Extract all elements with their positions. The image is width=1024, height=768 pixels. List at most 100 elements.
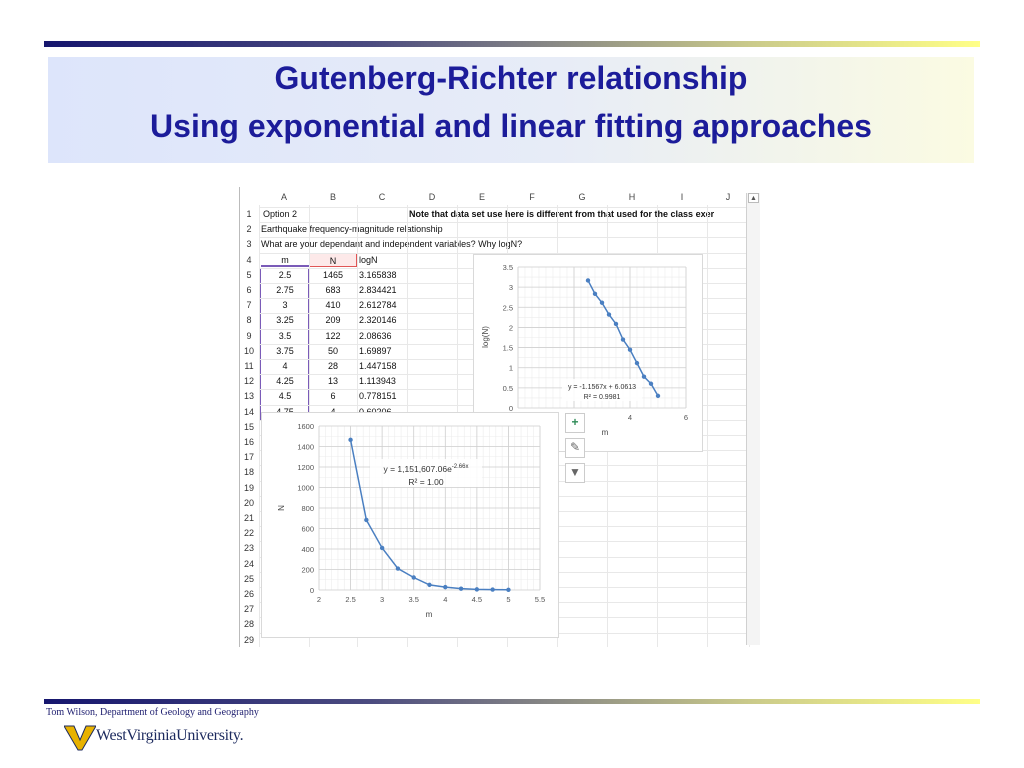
- table-cell[interactable]: 1.447158: [359, 361, 397, 371]
- trendline-equation: y = 1,151,607.06e-2.66x: [384, 464, 469, 474]
- row-header[interactable]: 26: [243, 589, 254, 599]
- data-point: [641, 374, 647, 379]
- column-header-c[interactable]: C: [378, 192, 386, 202]
- column-header-e[interactable]: E: [478, 192, 485, 202]
- row-header[interactable]: 5: [246, 269, 252, 280]
- x-axis-label: m: [426, 610, 433, 619]
- wvu-logo-icon: [64, 725, 96, 751]
- row-header[interactable]: 21: [243, 513, 254, 523]
- row-header[interactable]: 24: [243, 558, 254, 569]
- column-label-m[interactable]: m: [261, 255, 309, 267]
- brush-icon[interactable]: ✎: [565, 438, 585, 458]
- table-cell[interactable]: 4.5: [278, 391, 292, 402]
- table-cell[interactable]: 4: [282, 361, 288, 371]
- table-cell[interactable]: 1.113943: [359, 376, 396, 387]
- data-point: [613, 321, 619, 327]
- cell-a3[interactable]: What are your dependant and independent …: [261, 239, 523, 250]
- y-tick-label: 400: [301, 545, 314, 554]
- row-header[interactable]: 19: [243, 482, 254, 493]
- table-cell[interactable]: 3.5: [278, 330, 292, 341]
- row-header[interactable]: 9: [246, 330, 252, 341]
- row-header[interactable]: 10: [243, 345, 254, 356]
- table-cell[interactable]: 50: [327, 345, 338, 356]
- column-header-h[interactable]: H: [628, 192, 636, 202]
- row-header[interactable]: 23: [243, 543, 254, 554]
- row-header[interactable]: 29: [243, 634, 254, 645]
- column-header-d[interactable]: D: [428, 192, 436, 202]
- vertical-scrollbar[interactable]: ▲: [746, 193, 760, 645]
- column-header-j[interactable]: J: [725, 192, 731, 202]
- plus-icon[interactable]: +: [565, 413, 585, 433]
- table-cell[interactable]: 1.69897: [359, 345, 392, 356]
- table-cell[interactable]: 2.08636: [359, 330, 392, 341]
- column-label-n[interactable]: N: [309, 252, 357, 267]
- column-header-i[interactable]: I: [680, 192, 684, 202]
- table-cell[interactable]: 209: [325, 315, 341, 326]
- table-cell[interactable]: 13: [327, 376, 338, 387]
- table-cell[interactable]: 1465: [322, 269, 344, 280]
- table-cell[interactable]: 28: [327, 361, 338, 371]
- column-header-b[interactable]: B: [329, 192, 336, 202]
- row-header[interactable]: 17: [243, 452, 254, 463]
- row-header[interactable]: 8: [246, 315, 252, 326]
- row-header[interactable]: 12: [243, 376, 254, 387]
- filter-icon[interactable]: ▼: [565, 463, 585, 483]
- y-tick-label: 600: [301, 525, 314, 534]
- column-header-f[interactable]: F: [529, 192, 535, 202]
- row-header[interactable]: 3: [246, 239, 252, 250]
- table-cell[interactable]: 2.612784: [359, 300, 397, 311]
- table-cell[interactable]: 4.25: [276, 376, 294, 387]
- row-header[interactable]: 28: [243, 619, 254, 630]
- table-cell[interactable]: 4.75: [261, 407, 309, 417]
- table-cell[interactable]: 6: [330, 391, 336, 402]
- row-header[interactable]: 22: [243, 528, 254, 539]
- table-cell[interactable]: 683: [325, 285, 341, 295]
- row-header[interactable]: 14: [243, 406, 254, 417]
- cell-a2[interactable]: Earthquake frequency-magnitude relations…: [261, 224, 443, 235]
- row-header[interactable]: 7: [246, 300, 252, 311]
- column-header-g[interactable]: G: [578, 192, 586, 202]
- table-cell[interactable]: 2.320146: [359, 315, 397, 326]
- cell-a1[interactable]: Option 2: [263, 209, 298, 219]
- row-header[interactable]: 2: [246, 224, 252, 235]
- table-cell[interactable]: 3.75: [276, 345, 294, 356]
- x-tick-label: 5.5: [535, 595, 545, 604]
- cell-d1-note[interactable]: Note that data set use here is different…: [409, 209, 715, 219]
- row-header[interactable]: 16: [243, 437, 254, 447]
- row-header[interactable]: 20: [243, 497, 254, 508]
- table-cell[interactable]: 2.75: [276, 285, 294, 295]
- x-tick-label: 4: [443, 595, 447, 604]
- row-header[interactable]: 15: [243, 421, 254, 432]
- table-cell[interactable]: 410: [325, 300, 341, 311]
- row-header[interactable]: 1: [246, 209, 252, 219]
- equation-label-background: [370, 459, 482, 487]
- table-cell[interactable]: 3: [282, 300, 288, 311]
- table-cell[interactable]: 3.25: [276, 315, 294, 326]
- row-header[interactable]: 25: [243, 573, 254, 584]
- table-cell[interactable]: 4: [309, 407, 357, 417]
- column-header-a[interactable]: A: [280, 192, 287, 202]
- y-tick-label: 2: [509, 323, 513, 332]
- row-header[interactable]: 11: [244, 361, 254, 371]
- table-cell[interactable]: 0.778151: [359, 391, 397, 402]
- y-tick-label: 1: [509, 364, 513, 373]
- y-tick-label: 3.5: [503, 263, 513, 272]
- equation-label-background: [562, 379, 642, 401]
- row-header[interactable]: 27: [243, 604, 254, 615]
- table-cell[interactable]: 0.60206: [357, 407, 409, 417]
- gridline-v: [707, 205, 708, 647]
- r-squared-label: R² = 1.00: [408, 477, 443, 487]
- row-header[interactable]: 4: [246, 254, 252, 265]
- table-cell[interactable]: 122: [325, 330, 341, 341]
- exponential-chart[interactable]: 2 2.5 3 3.5 4 4.5 5 5.5 0 200 400 600 800 1000 1200 140…: [261, 412, 559, 638]
- column-label-logn[interactable]: logN: [359, 254, 378, 265]
- table-cell[interactable]: 2.834421: [359, 285, 397, 295]
- row-header[interactable]: 6: [246, 285, 252, 295]
- table-cell[interactable]: 3.165838: [359, 269, 397, 280]
- row-header[interactable]: 18: [243, 467, 254, 478]
- table-cell[interactable]: 2.5: [278, 269, 292, 280]
- scroll-up-icon[interactable]: ▲: [748, 193, 759, 203]
- y-tick-label: 0.5: [503, 384, 513, 393]
- row-header[interactable]: 13: [243, 391, 254, 402]
